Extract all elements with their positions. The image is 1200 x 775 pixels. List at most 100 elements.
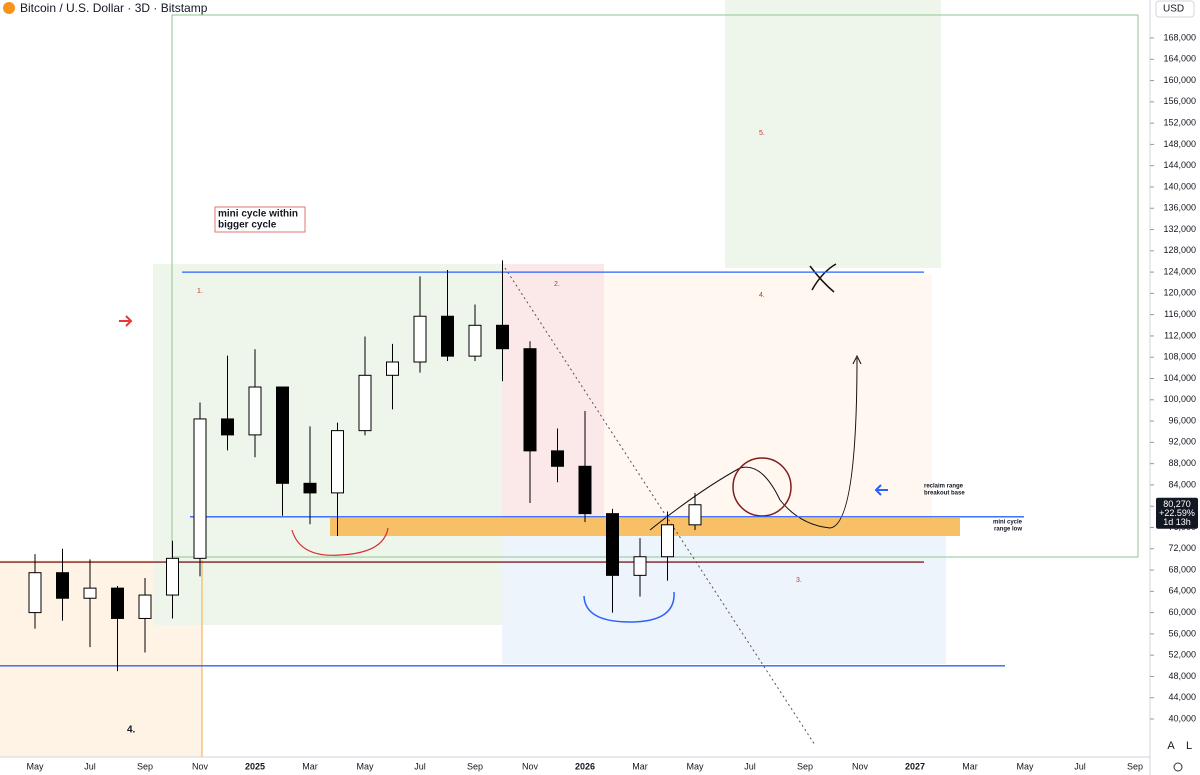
candle-body: [358, 374, 372, 432]
zone-label: 5.: [759, 130, 765, 137]
candle-body: [633, 556, 647, 576]
projection-path: [649, 357, 858, 531]
currency: USD: [1163, 4, 1184, 15]
note-text: bigger cycle: [218, 220, 277, 231]
coin-icon: [3, 2, 15, 14]
candle-body: [276, 386, 289, 484]
smile-mark: [583, 591, 675, 623]
cycle-frame: [171, 14, 1139, 558]
note-text: reclaim range: [924, 484, 964, 490]
note-box: [214, 206, 306, 233]
y-tick-label: 152,000: [1163, 117, 1196, 127]
x-tick-label: Jul: [414, 761, 426, 771]
y-tick-label: 60,000: [1168, 607, 1196, 617]
candle-body: [193, 418, 207, 559]
y-tick-label: 96,000: [1168, 415, 1196, 425]
x-tick-label: 2025: [245, 761, 265, 771]
scale-button[interactable]: L: [1186, 740, 1192, 752]
y-tick-label: 84,000: [1168, 479, 1196, 489]
y-tick-label: 104,000: [1163, 373, 1196, 383]
candle-body: [331, 430, 344, 494]
y-tick-label: 148,000: [1163, 139, 1196, 149]
y-tick-label: 144,000: [1163, 160, 1196, 170]
y-tick-label: 72,000: [1168, 543, 1196, 553]
x-tick-label: May: [26, 761, 44, 771]
y-tick-label: 132,000: [1163, 224, 1196, 234]
zone-label: 4.: [759, 292, 765, 299]
note-text: mini cycle: [993, 520, 1023, 526]
candle-body: [688, 504, 702, 526]
y-tick-label: 136,000: [1163, 203, 1196, 213]
candle-body: [523, 348, 537, 452]
candle-body: [303, 482, 317, 494]
x-tick-label: May: [356, 761, 374, 771]
y-tick-label: 100,000: [1163, 394, 1196, 404]
y-tick-label: 68,000: [1168, 564, 1196, 574]
y-tick-label: 88,000: [1168, 458, 1196, 468]
candle-body: [578, 465, 592, 515]
y-tick-label: 52,000: [1168, 650, 1196, 660]
x-tick-label: Nov: [192, 761, 209, 771]
candle-body: [166, 557, 179, 596]
smile-mark: [291, 527, 389, 556]
cross-mark: [809, 263, 837, 293]
x-tick-label: Jul: [744, 761, 756, 771]
y-tick-label: 44,000: [1168, 692, 1196, 702]
x-tick-label: May: [686, 761, 704, 771]
x-tick-label: May: [1016, 761, 1034, 771]
y-tick-label: 108,000: [1163, 352, 1196, 362]
candle-body: [441, 315, 454, 357]
scale-button[interactable]: A: [1167, 740, 1175, 752]
note-text: range low: [994, 527, 1022, 533]
y-tick-label: 48,000: [1168, 671, 1196, 681]
countdown: 1d 13h: [1163, 517, 1191, 527]
range-band: [330, 518, 960, 536]
candle-body: [661, 524, 674, 558]
x-tick-label: Sep: [797, 761, 813, 771]
candle-body: [221, 418, 234, 436]
settings-icon[interactable]: [1173, 762, 1183, 772]
arrow: [119, 315, 133, 327]
currency-button[interactable]: [1155, 0, 1195, 18]
candle-body: [111, 587, 124, 619]
note-text: mini cycle within: [218, 209, 298, 220]
y-tick-label: 64,000: [1168, 586, 1196, 596]
y-tick-label: 168,000: [1163, 32, 1196, 42]
circle-mark: [732, 457, 792, 517]
y-tick-label: 116,000: [1164, 309, 1196, 319]
zone-label: 3.: [796, 577, 802, 584]
candle-body: [386, 361, 399, 376]
candle-body: [248, 386, 262, 436]
x-tick-label: Jul: [1074, 761, 1086, 771]
zone-label: 4.: [127, 725, 136, 736]
arrow-head: [852, 354, 862, 365]
y-tick-label: 92,000: [1168, 437, 1196, 447]
y-tick-label: 112,000: [1164, 330, 1196, 340]
candle-body: [551, 450, 564, 467]
x-tick-label: Mar: [632, 761, 648, 771]
x-tick-label: Mar: [302, 761, 318, 771]
x-tick-label: Jul: [84, 761, 96, 771]
zone: [604, 275, 932, 524]
candle-body: [496, 324, 509, 350]
zone-label: 2.: [554, 281, 560, 288]
note-text: breakout base: [924, 491, 965, 497]
y-tick-label: 56,000: [1168, 628, 1196, 638]
zone: [725, 0, 941, 268]
y-tick-label: 160,000: [1163, 75, 1196, 85]
x-tick-label: Mar: [962, 761, 978, 771]
price-change: +22.59%: [1159, 508, 1195, 518]
x-tick-label: Nov: [852, 761, 869, 771]
candle-body: [606, 513, 619, 576]
candle-body: [468, 324, 482, 357]
candle-body: [413, 315, 427, 363]
y-tick-label: 128,000: [1163, 245, 1196, 255]
last-price: 80,270: [1163, 499, 1191, 509]
candle-body: [28, 572, 42, 614]
y-tick-label: 164,000: [1163, 54, 1196, 64]
x-tick-label: Sep: [467, 761, 483, 771]
x-tick-label: 2027: [905, 761, 925, 771]
x-tick-label: Sep: [1127, 761, 1143, 771]
